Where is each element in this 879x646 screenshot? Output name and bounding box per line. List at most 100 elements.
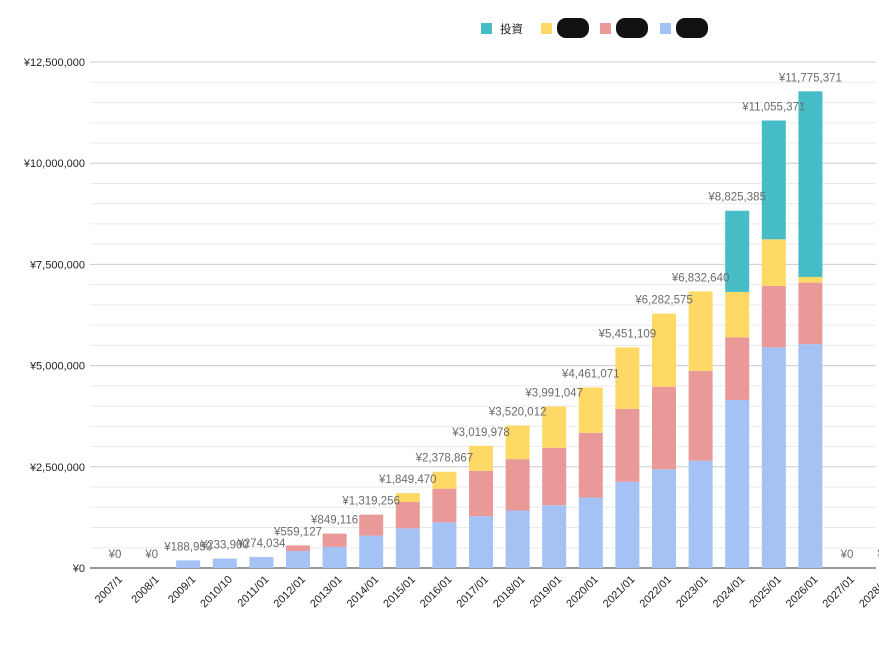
x-tick-label: 2016/01 [418, 574, 455, 611]
bar-total-label: ¥0 [876, 549, 879, 561]
bar-total-label: ¥3,019,978 [451, 427, 510, 439]
bar-total-label: ¥6,282,575 [634, 295, 693, 307]
bar-segment-series-1[interactable] [798, 282, 823, 345]
bar-segment-series-0[interactable] [542, 505, 567, 568]
bar-segment-series-2[interactable] [615, 347, 640, 409]
x-tick-label: 2014/01 [345, 574, 382, 611]
bar-total-label: ¥8,825,385 [707, 192, 766, 204]
bar-segment-series-0[interactable] [505, 510, 530, 568]
legend-swatch [481, 23, 492, 34]
x-tick-label: 2020/01 [564, 574, 601, 611]
y-tick-label: ¥10,000,000 [23, 158, 85, 170]
bar-total-label: ¥3,520,012 [488, 407, 547, 419]
bar-total-label: ¥0 [144, 549, 158, 561]
bar-segment-series-3[interactable] [761, 120, 786, 240]
bar-segment-series-2[interactable] [505, 425, 530, 460]
bar-segment-series-0[interactable] [652, 469, 676, 568]
x-tick-label: 2025/01 [747, 574, 784, 611]
bar-segment-series-1[interactable] [615, 408, 640, 482]
bar-segment-series-0[interactable] [432, 522, 457, 568]
bar-segment-series-1[interactable] [761, 285, 786, 348]
legend-swatch [660, 23, 671, 34]
bar-segment-series-0[interactable] [212, 558, 237, 568]
bar-total-label: ¥0 [108, 549, 122, 561]
x-tick-label: 2026/01 [784, 574, 821, 611]
bar-segment-series-0[interactable] [615, 481, 640, 568]
y-tick-label: ¥7,500,000 [29, 259, 85, 271]
bar-segment-series-2[interactable] [798, 276, 823, 283]
y-tick-label: ¥5,000,000 [29, 361, 85, 373]
bar-total-label: ¥11,055,371 [741, 101, 805, 113]
bar-segment-series-1[interactable] [359, 514, 384, 536]
bar-segment-series-1[interactable] [322, 533, 347, 547]
bar-segment-series-0[interactable] [286, 550, 310, 568]
bar-segment-series-2[interactable] [578, 387, 603, 433]
bars [176, 91, 823, 568]
bar-segment-series-0[interactable] [688, 460, 713, 568]
legend-label-redacted [557, 18, 589, 38]
legend-label: 投資 [500, 22, 523, 36]
x-tick-label: 2021/01 [601, 574, 638, 611]
bar-segment-series-0[interactable] [322, 546, 347, 568]
bar-segment-series-1[interactable] [688, 370, 713, 461]
x-tick-label: 2007/1 [93, 574, 125, 606]
bar-total-label: ¥274,034 [236, 538, 286, 550]
bar-segment-series-2[interactable] [432, 471, 457, 489]
y-axis-ticks: ¥0 ¥2,500,000 ¥5,000,000 ¥7,500,000 ¥10,000,… [23, 57, 85, 575]
bar-segment-series-0[interactable] [359, 535, 384, 568]
legend-label-redacted [616, 18, 648, 38]
bar-segment-series-2[interactable] [542, 406, 567, 448]
bar-segment-series-2[interactable] [688, 291, 713, 371]
bar-segment-series-1[interactable] [395, 502, 420, 529]
bar-segment-series-0[interactable] [798, 344, 823, 568]
bar-total-label: ¥849,116 [310, 515, 358, 527]
y-tick-label: ¥12,500,000 [23, 57, 85, 69]
bar-segment-series-0[interactable] [578, 497, 603, 568]
bar-total-label: ¥11,775,371 [778, 72, 842, 84]
bar-segment-series-1[interactable] [469, 470, 493, 517]
bar-total-label: ¥1,849,470 [378, 474, 437, 486]
bar-segment-series-1[interactable] [725, 337, 750, 401]
bar-segment-series-0[interactable] [725, 400, 750, 568]
x-tick-label: 2024/01 [711, 574, 748, 611]
bar-segment-series-1[interactable] [432, 488, 457, 523]
bar-segment-series-3[interactable] [798, 91, 823, 277]
bar-total-label: ¥559,127 [273, 526, 322, 538]
bar-segment-series-2[interactable] [761, 239, 786, 286]
bar-segment-series-0[interactable] [395, 528, 420, 568]
x-tick-label: 2015/01 [381, 574, 418, 611]
bar-segment-series-2[interactable] [395, 493, 420, 503]
bar-segment-series-0[interactable] [249, 556, 274, 568]
bar-segment-series-2[interactable] [652, 313, 676, 387]
bar-segment-series-1[interactable] [652, 386, 676, 470]
bar-segment-series-0[interactable] [761, 347, 786, 568]
x-tick-label: 2008/1 [129, 574, 161, 606]
total-labels: ¥0 ¥0 ¥188,950¥233,900¥274,034¥559,127¥849… [108, 72, 879, 561]
bar-segment-series-2[interactable] [469, 445, 493, 471]
bar-segment-series-0[interactable] [469, 516, 493, 568]
bar-segment-series-1[interactable] [505, 459, 530, 511]
x-tick-label: 2011/01 [235, 574, 271, 610]
bar-segment-series-3[interactable] [725, 210, 750, 292]
bar-total-label: ¥188,950 [163, 541, 212, 553]
bar-segment-series-2[interactable] [725, 291, 750, 338]
y-tick-label: ¥2,500,000 [29, 462, 85, 474]
bar-total-label: ¥233,900 [200, 540, 249, 552]
x-tick-label: 2010/10 [198, 574, 235, 611]
x-tick-label: 2027/01 [821, 574, 858, 611]
x-tick-label: 2018/01 [491, 574, 528, 611]
bar-segment-series-0[interactable] [176, 560, 201, 568]
legend-swatch [541, 23, 552, 34]
bar-segment-series-1[interactable] [578, 432, 603, 498]
x-tick-label: 2023/01 [674, 574, 711, 611]
x-tick-label: 2012/01 [272, 574, 309, 611]
x-tick-label: 2019/01 [528, 574, 565, 611]
x-tick-label: 2013/01 [308, 574, 345, 611]
legend-label-redacted [676, 18, 708, 38]
bar-segment-series-1[interactable] [542, 447, 567, 506]
x-tick-label: 2017/01 [455, 574, 492, 611]
x-tick-label: 2009/1 [166, 574, 198, 606]
legend[interactable]: 投資 [481, 18, 708, 38]
bar-segment-series-1[interactable] [286, 545, 310, 551]
